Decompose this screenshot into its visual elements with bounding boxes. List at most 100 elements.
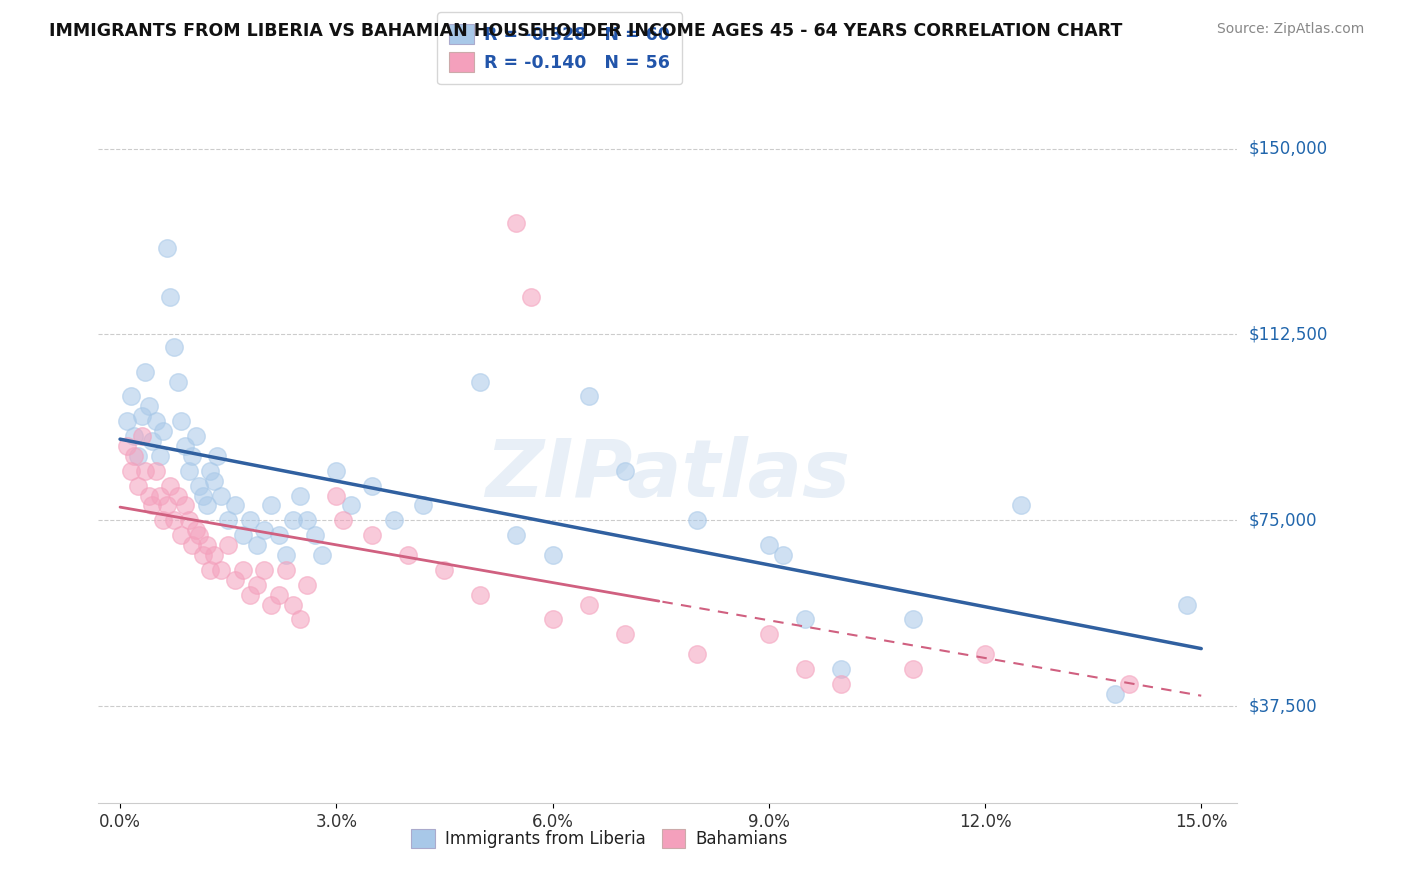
Point <box>177 513 200 527</box>
Point <box>901 662 924 676</box>
Point <box>239 513 262 527</box>
Point <box>217 513 239 527</box>
Point <box>578 598 600 612</box>
Point <box>163 340 186 354</box>
Text: $150,000: $150,000 <box>1249 140 1327 158</box>
Point <box>149 449 172 463</box>
Point <box>772 548 794 562</box>
Point <box>290 612 312 626</box>
Point <box>793 662 815 676</box>
Point <box>124 429 146 443</box>
Point <box>181 538 204 552</box>
Point <box>117 414 139 428</box>
Point <box>470 588 492 602</box>
Point <box>209 563 232 577</box>
Point <box>382 513 405 527</box>
Point <box>120 464 142 478</box>
Point <box>195 499 218 513</box>
Point <box>505 528 527 542</box>
Point <box>304 528 326 542</box>
Point <box>163 513 186 527</box>
Point <box>260 598 283 612</box>
Point <box>412 499 434 513</box>
Point <box>170 528 193 542</box>
Point <box>297 513 319 527</box>
Point <box>281 598 304 612</box>
Point <box>188 528 211 542</box>
Point <box>174 499 197 513</box>
Point <box>166 489 188 503</box>
Point <box>297 578 319 592</box>
Point <box>541 612 564 626</box>
Point <box>141 499 163 513</box>
Point <box>613 464 636 478</box>
Point <box>159 290 181 304</box>
Legend: Immigrants from Liberia, Bahamians: Immigrants from Liberia, Bahamians <box>405 822 794 855</box>
Point <box>198 563 221 577</box>
Point <box>184 429 207 443</box>
Point <box>253 523 276 537</box>
Point <box>152 424 174 438</box>
Point <box>131 409 153 424</box>
Point <box>124 449 146 463</box>
Point <box>224 573 246 587</box>
Point <box>149 489 172 503</box>
Point <box>145 464 167 478</box>
Point <box>1104 687 1126 701</box>
Point <box>209 489 232 503</box>
Text: Source: ZipAtlas.com: Source: ZipAtlas.com <box>1216 22 1364 37</box>
Point <box>134 464 156 478</box>
Point <box>198 464 221 478</box>
Point <box>224 499 246 513</box>
Point <box>239 588 262 602</box>
Point <box>166 375 188 389</box>
Point <box>1010 499 1032 513</box>
Point <box>325 464 347 478</box>
Point <box>120 389 142 403</box>
Point <box>325 489 347 503</box>
Point <box>332 513 354 527</box>
Point <box>830 677 852 691</box>
Point <box>578 389 600 403</box>
Point <box>758 627 780 641</box>
Point <box>202 548 225 562</box>
Point <box>1175 598 1198 612</box>
Text: $112,500: $112,500 <box>1249 326 1329 343</box>
Point <box>232 563 254 577</box>
Point <box>145 414 167 428</box>
Point <box>191 548 214 562</box>
Text: $75,000: $75,000 <box>1249 511 1317 529</box>
Point <box>311 548 333 562</box>
Point <box>195 538 218 552</box>
Point <box>202 474 225 488</box>
Point <box>207 449 229 463</box>
Point <box>253 563 276 577</box>
Point <box>191 489 214 503</box>
Point <box>274 563 297 577</box>
Point <box>117 439 139 453</box>
Point <box>686 647 709 661</box>
Point <box>974 647 997 661</box>
Point <box>274 548 297 562</box>
Point <box>290 489 312 503</box>
Point <box>541 548 564 562</box>
Point <box>141 434 163 448</box>
Point <box>613 627 636 641</box>
Point <box>281 513 304 527</box>
Point <box>131 429 153 443</box>
Point <box>138 400 160 414</box>
Point <box>174 439 197 453</box>
Point <box>246 578 269 592</box>
Point <box>217 538 239 552</box>
Point <box>127 449 149 463</box>
Point <box>156 499 179 513</box>
Point <box>246 538 269 552</box>
Point <box>520 290 543 304</box>
Point <box>156 241 179 255</box>
Point <box>177 464 200 478</box>
Point <box>901 612 924 626</box>
Point <box>793 612 815 626</box>
Point <box>267 528 290 542</box>
Point <box>361 478 384 492</box>
Point <box>758 538 780 552</box>
